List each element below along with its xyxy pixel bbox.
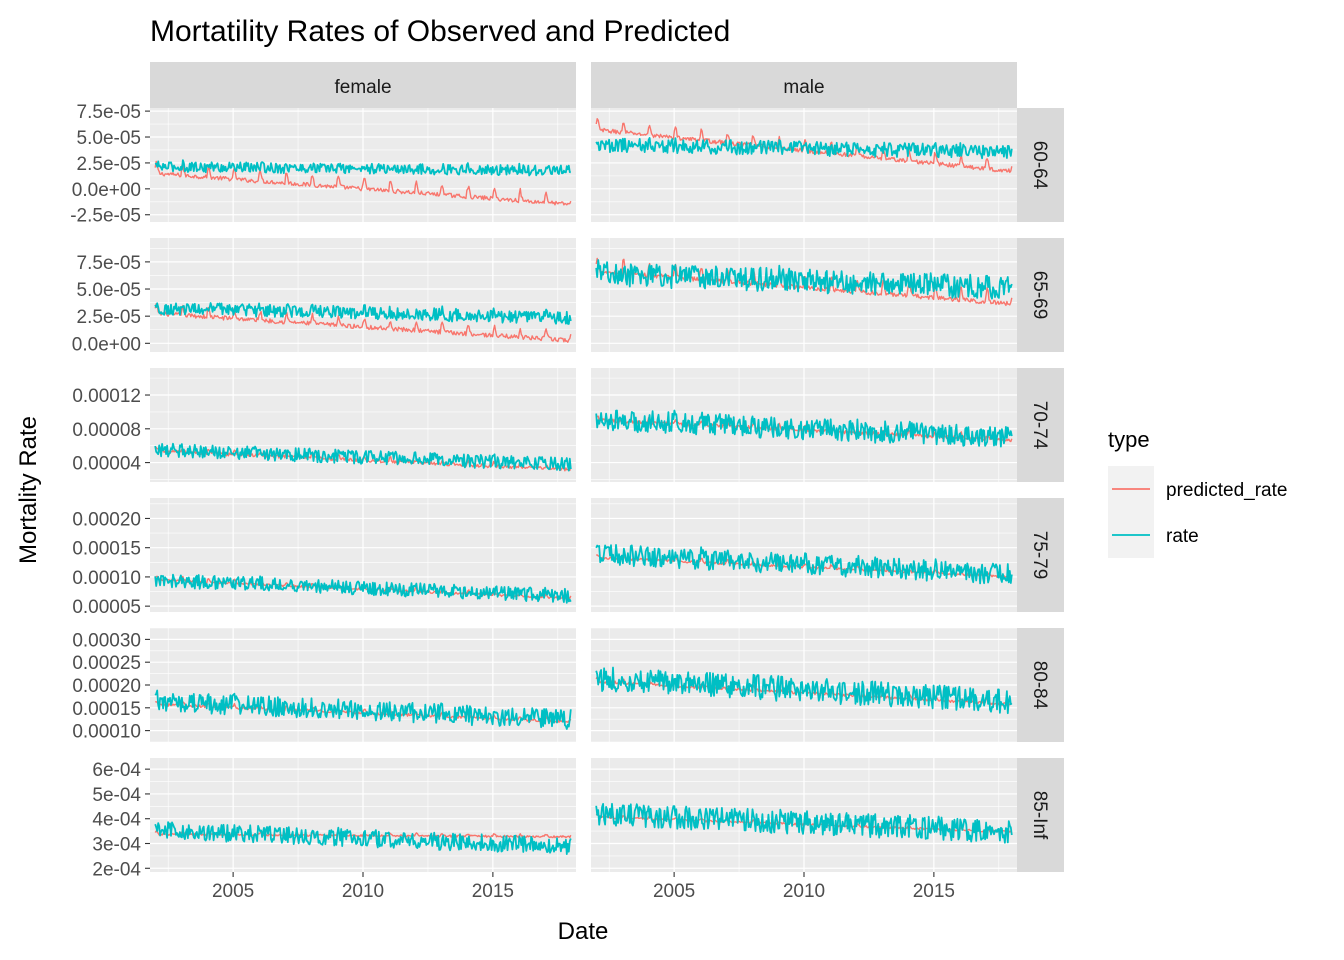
legend-label-predicted_rate: predicted_rate <box>1166 480 1287 501</box>
x-tick-label: 2010 <box>783 881 825 902</box>
panel-female-70-74 <box>150 368 576 482</box>
x-tick-label: 2010 <box>342 881 384 902</box>
y-tick-label: 4e-04 <box>92 810 141 831</box>
series-line-rate <box>154 159 572 177</box>
series-line-rate <box>154 442 572 472</box>
strip-label-85-Inf: 85-Inf <box>1029 791 1050 840</box>
y-tick-label: 0.00015 <box>72 539 141 560</box>
y-tick-label: 0.00005 <box>72 597 141 618</box>
panel-male-70-74 <box>591 368 1017 482</box>
series-line-rate <box>595 137 1013 160</box>
y-tick-label: 6e-04 <box>92 760 141 781</box>
strip-label-60-64: 60-64 <box>1029 141 1050 190</box>
strip-label-75-79: 75-79 <box>1029 531 1050 580</box>
series-line-rate <box>595 409 1013 448</box>
strip-85-Inf <box>1017 758 1064 872</box>
x-tick-label: 2015 <box>472 881 514 902</box>
panel-male-75-79 <box>591 498 1017 612</box>
series-line-predicted_rate <box>154 303 572 343</box>
panel-female-75-79 <box>150 498 576 612</box>
strip-label-male: male <box>783 77 824 98</box>
y-tick-label: 0.00010 <box>72 722 141 743</box>
panel-female-85-Inf <box>150 758 576 872</box>
series-line-rate <box>595 802 1013 844</box>
strip-70-74 <box>1017 368 1064 482</box>
y-tick-label: 5e-04 <box>92 785 141 806</box>
x-tick-label: 2005 <box>212 881 254 902</box>
panel-female-80-84 <box>150 627 576 743</box>
facet-strips: female male 60-64 65-69 70-74 75-79 80-84 85-In… <box>150 62 1064 872</box>
y-tick-label: 0.00025 <box>72 653 141 674</box>
y-tick-label: 0.00010 <box>72 568 141 589</box>
x-tick-label: 2015 <box>913 881 955 902</box>
strip-65-69 <box>1017 238 1064 352</box>
y-tick-label: 2.5e-05 <box>77 307 141 328</box>
y-tick-label: 0.00020 <box>72 509 141 530</box>
panel-male-60-64 <box>591 108 1017 222</box>
series-line-predicted_rate <box>595 118 1013 174</box>
strip-female <box>150 62 576 108</box>
facet-panels <box>150 108 1017 872</box>
panel-female-65-69 <box>150 238 576 352</box>
series-line-rate <box>154 573 572 604</box>
panel-male-65-69 <box>591 238 1017 352</box>
series-line-rate <box>595 259 1013 300</box>
strip-75-79 <box>1017 498 1064 612</box>
y-axes: -2.5e-05 0.0e+00 2.5e-05 5.0e-05 7.5e-05 0.0e… <box>70 102 150 880</box>
y-tick-label: 0.00030 <box>72 630 141 651</box>
y-axis-label: Mortality Rate <box>15 416 42 564</box>
y-tick-label: 5.0e-05 <box>77 280 141 301</box>
series-line-rate <box>595 544 1013 585</box>
series-line-rate <box>154 821 572 855</box>
y-tick-label: 7.5e-05 <box>77 253 141 274</box>
y-tick-label: 3e-04 <box>92 835 141 856</box>
y-tick-label: 7.5e-05 <box>77 102 141 123</box>
strip-label-80-84: 80-84 <box>1029 661 1050 710</box>
y-tick-label: 2.5e-05 <box>77 154 141 175</box>
series-line-rate <box>595 666 1013 715</box>
y-tick-label: -2.5e-05 <box>70 206 141 227</box>
y-tick-label: 0.00012 <box>72 386 141 407</box>
y-tick-label: 0.0e+00 <box>72 334 141 355</box>
y-tick-label: 0.00020 <box>72 676 141 697</box>
series-line-predicted_rate <box>595 554 1013 579</box>
y-tick-label: 0.00008 <box>72 420 141 441</box>
chart-title: Mortatility Rates of Observed and Predic… <box>150 15 730 48</box>
y-tick-label: 0.00015 <box>72 699 141 720</box>
strip-60-64 <box>1017 108 1064 222</box>
y-tick-label: 0.00004 <box>72 454 141 475</box>
strip-label-70-74: 70-74 <box>1029 401 1050 450</box>
series-line-rate <box>154 302 572 325</box>
strip-80-84 <box>1017 628 1064 742</box>
x-tick-label: 2005 <box>653 881 695 902</box>
x-axis-label: Date <box>558 918 609 945</box>
y-tick-label: 2e-04 <box>92 859 141 880</box>
strip-label-female: female <box>334 77 391 98</box>
y-tick-label: 5.0e-05 <box>77 128 141 149</box>
panel-female-60-64 <box>150 108 576 222</box>
panel-male-85-Inf <box>591 758 1017 872</box>
legend-label-rate: rate <box>1166 526 1199 547</box>
strip-male <box>591 62 1017 108</box>
y-tick-label: 0.0e+00 <box>72 180 141 201</box>
panel-male-80-84 <box>591 627 1017 743</box>
series-line-rate <box>154 689 572 730</box>
x-axes: 2005 2010 2015 2005 2010 2015 <box>212 872 955 902</box>
legend-title: type <box>1108 427 1150 452</box>
series-line-predicted_rate <box>154 160 572 206</box>
strip-label-65-69: 65-69 <box>1029 271 1050 320</box>
